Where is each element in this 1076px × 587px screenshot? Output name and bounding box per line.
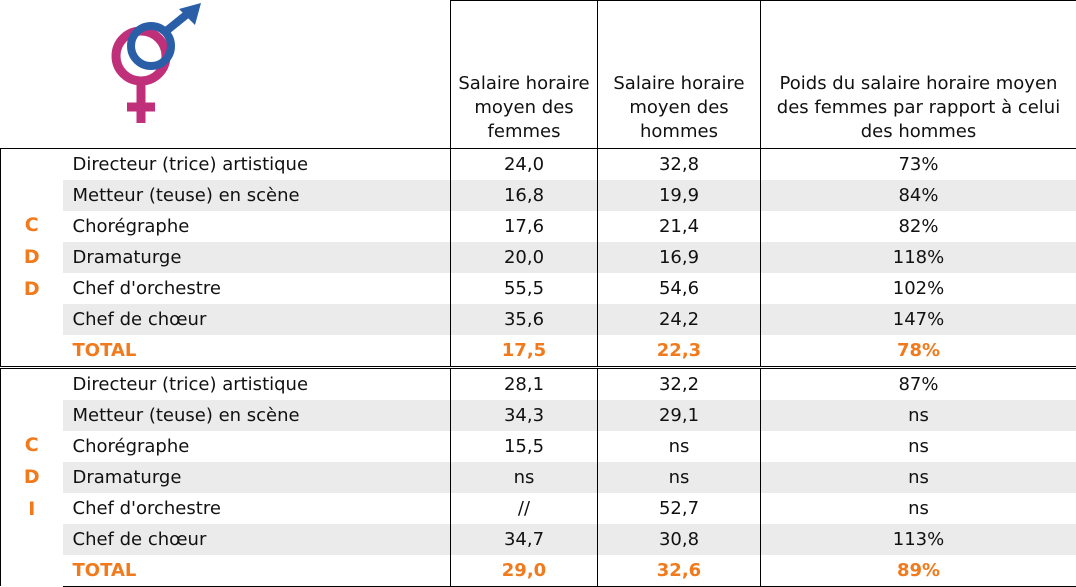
cell: 17,5 — [451, 335, 598, 368]
row-label: Dramaturge — [63, 242, 451, 273]
cell: 21,4 — [598, 211, 761, 242]
group-letter: I — [1, 493, 63, 525]
cell: 16,8 — [451, 180, 598, 211]
row-label: Chorégraphe — [63, 211, 451, 242]
cell: 20,0 — [451, 242, 598, 273]
cell: 82% — [761, 211, 1076, 242]
cell: 32,8 — [598, 148, 761, 180]
cell: 28,1 — [451, 367, 598, 400]
group-letter: D — [1, 241, 63, 273]
row-label: Chef de chœur — [63, 304, 451, 335]
row-label: TOTAL — [63, 555, 451, 587]
cell: 147% — [761, 304, 1076, 335]
header-row: Salaire horaire moyen des femmes Salaire… — [1, 1, 1076, 149]
row-label: Dramaturge — [63, 462, 451, 493]
gender-logo — [1, 1, 261, 138]
column-header: Poids du salaire horaire moyen des femme… — [761, 1, 1076, 149]
cell: 24,2 — [598, 304, 761, 335]
cell: 30,8 — [598, 524, 761, 555]
cell: 55,5 — [451, 273, 598, 304]
cell: 84% — [761, 180, 1076, 211]
group-letter: C — [1, 429, 63, 461]
column-header: Salaire horaire moyen des femmes — [451, 1, 598, 149]
column-header: Salaire horaire moyen des hommes — [598, 1, 761, 149]
cell: 19,9 — [598, 180, 761, 211]
cell: 34,7 — [451, 524, 598, 555]
row-label: Chorégraphe — [63, 431, 451, 462]
cell: 24,0 — [451, 148, 598, 180]
cell: 78% — [761, 335, 1076, 368]
cell: 32,2 — [598, 367, 761, 400]
row-label: Directeur (trice) artistique — [63, 367, 451, 400]
cell: ns — [598, 431, 761, 462]
group-letter: D — [1, 461, 63, 493]
cell: 89% — [761, 555, 1076, 587]
row-label: Metteur (teuse) en scène — [63, 400, 451, 431]
cell: ns — [451, 462, 598, 493]
row-label: TOTAL — [63, 335, 451, 368]
group-letter: C — [1, 209, 63, 241]
cell: // — [451, 493, 598, 524]
cell: 87% — [761, 367, 1076, 400]
cell: 118% — [761, 242, 1076, 273]
cell: 16,9 — [598, 242, 761, 273]
cell: 73% — [761, 148, 1076, 180]
cell: ns — [761, 462, 1076, 493]
row-label: Chef d'orchestre — [63, 493, 451, 524]
cell: 29,0 — [451, 555, 598, 587]
cell: 32,6 — [598, 555, 761, 587]
cell: ns — [761, 493, 1076, 524]
cell: 52,7 — [598, 493, 761, 524]
cell: 15,5 — [451, 431, 598, 462]
logo-cell — [1, 1, 451, 149]
cell: 35,6 — [451, 304, 598, 335]
cell: 17,6 — [451, 211, 598, 242]
group-letter: D — [1, 273, 63, 305]
cell: ns — [761, 431, 1076, 462]
cell: 102% — [761, 273, 1076, 304]
row-label: Chef de chœur — [63, 524, 451, 555]
cell: 34,3 — [451, 400, 598, 431]
row-label: Directeur (trice) artistique — [63, 148, 451, 180]
row-label: Metteur (teuse) en scène — [63, 180, 451, 211]
cell: 22,3 — [598, 335, 761, 368]
cell: ns — [761, 400, 1076, 431]
cell: ns — [598, 462, 761, 493]
row-label: Chef d'orchestre — [63, 273, 451, 304]
cell: 113% — [761, 524, 1076, 555]
cell: 29,1 — [598, 400, 761, 431]
cell: 54,6 — [598, 273, 761, 304]
